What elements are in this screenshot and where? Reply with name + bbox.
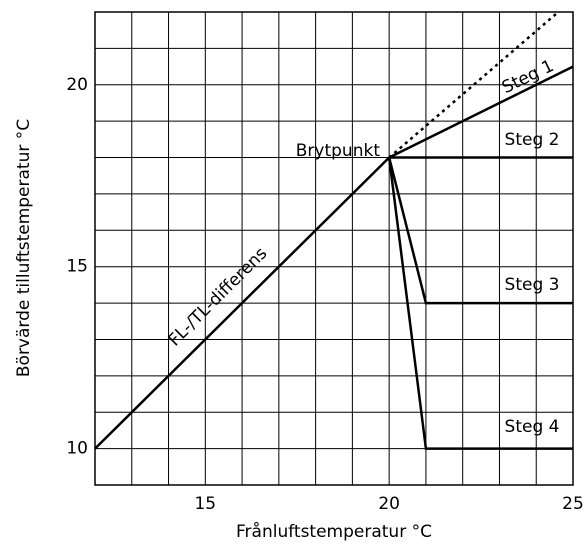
series-label: Steg 1 [499,56,557,98]
y-tick-label: 10 [66,439,88,459]
series-label: Steg 2 [505,130,560,150]
plot-frame [94,11,574,486]
line [388,11,560,159]
line [94,156,391,450]
y-tick-label: 15 [66,257,88,277]
x-tick-label: 15 [194,494,216,514]
line [388,65,574,159]
series-label: Steg 3 [505,275,560,295]
series-label: FL-/TL-differens [165,244,272,351]
x-axis-title: Frånluftstemperatur °C [236,521,432,542]
x-tick-label: 25 [562,494,584,514]
y-axis-title: Börvärde tilluftstemperatur °C [14,119,34,377]
x-tick-label: 20 [378,494,400,514]
line [387,157,573,305]
y-tick-label: 20 [66,75,88,95]
annotation: Brytpunkt [296,141,381,161]
series-label: Steg 4 [505,417,560,437]
line [387,157,573,450]
